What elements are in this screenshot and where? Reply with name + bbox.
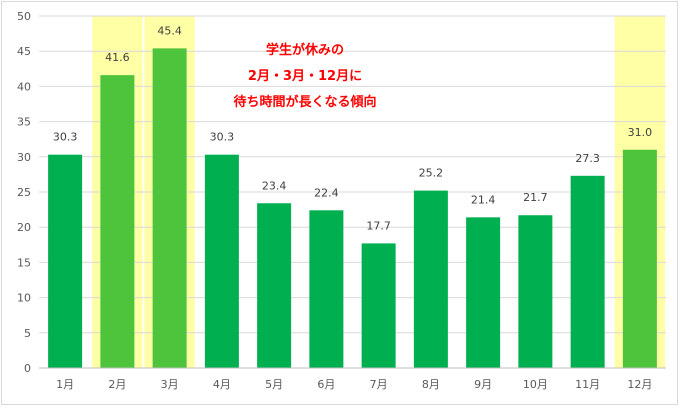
x-tick-label: 11月 (575, 378, 600, 391)
data-label: 17.7 (366, 219, 391, 232)
data-label: 30.3 (53, 131, 78, 144)
data-label: 31.0 (628, 126, 653, 139)
x-tick-label: 9月 (474, 378, 492, 391)
data-label: 25.2 (419, 167, 444, 180)
x-tick-label: 2月 (108, 378, 126, 391)
annotation-text: 学生が休みの 2月・3月・12月に 待ち時間が長くなる傾向 (205, 38, 405, 116)
data-label: 27.3 (575, 152, 600, 165)
x-tick-label: 1月 (56, 378, 74, 391)
data-label: 21.7 (523, 191, 548, 204)
x-tick-label: 4月 (213, 378, 231, 391)
y-tick-label: 35 (17, 116, 31, 129)
data-label: 45.4 (157, 24, 182, 37)
x-tick-label: 10月 (523, 378, 548, 391)
bar (48, 154, 83, 368)
annotation-line-1: 学生が休みの (265, 43, 344, 58)
y-tick-label: 50 (17, 10, 31, 23)
y-tick-label: 10 (17, 292, 31, 305)
x-tick-label: 7月 (370, 378, 388, 391)
x-tick-label: 5月 (265, 378, 283, 391)
x-tick-label: 12月 (627, 378, 652, 391)
bar (204, 154, 239, 368)
y-tick-label: 40 (17, 80, 31, 93)
annotation-line-3: 待ち時間が長くなる傾向 (233, 95, 377, 110)
bar (466, 217, 501, 368)
data-label: 22.4 (314, 186, 339, 199)
y-tick-label: 25 (17, 186, 31, 199)
y-tick-label: 20 (17, 221, 31, 234)
bar (100, 75, 135, 369)
y-tick-label: 30 (17, 151, 31, 164)
bar (570, 175, 605, 368)
y-tick-label: 45 (17, 45, 31, 58)
data-label: 23.4 (262, 179, 287, 192)
bar (152, 48, 187, 368)
x-tick-label: 3月 (161, 378, 179, 391)
data-label: 21.4 (471, 193, 496, 206)
bar (257, 203, 292, 368)
y-tick-label: 5 (24, 327, 31, 340)
bar (413, 190, 448, 368)
data-label: 30.3 (210, 131, 235, 144)
x-tick-label: 8月 (422, 378, 440, 391)
x-tick-label: 6月 (317, 378, 335, 391)
bar (518, 215, 553, 368)
bar (622, 149, 657, 368)
annotation-line-2: 2月・3月・12月に (247, 69, 363, 84)
y-tick-label: 0 (24, 362, 31, 375)
bar (361, 243, 396, 368)
data-label: 41.6 (105, 51, 130, 64)
y-tick-label: 15 (17, 256, 31, 269)
bar (309, 210, 344, 368)
